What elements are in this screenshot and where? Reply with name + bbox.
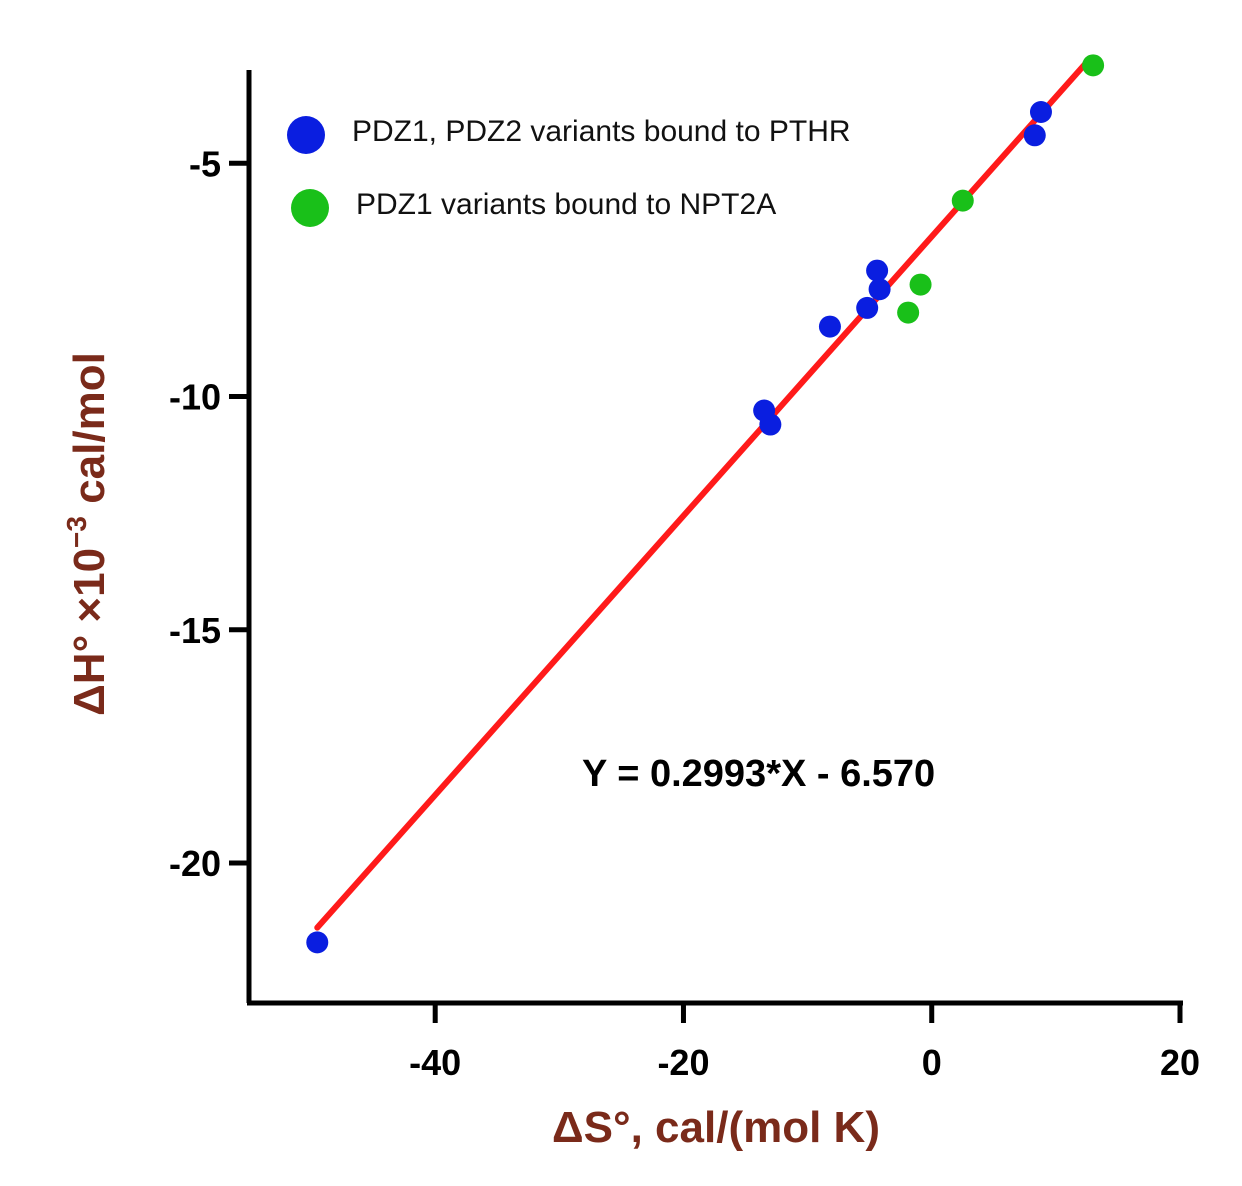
- data-point-s0-3: [868, 278, 891, 301]
- data-point-s1-3: [897, 301, 920, 324]
- data-point-s1-2: [909, 273, 932, 296]
- x-tick-label-0: -40: [409, 1042, 461, 1083]
- x-axis-title: ΔS°, cal/(mol K): [552, 1103, 880, 1152]
- y-tick-label-0: -5: [189, 143, 221, 184]
- data-point-s0-8: [306, 931, 329, 954]
- legend-marker-npt2a: [291, 189, 329, 227]
- legend-label-pthr: PDZ1, PDZ2 variants bound to PTHR: [352, 115, 851, 148]
- data-point-s0-2: [866, 259, 889, 282]
- y-axis-title-unit: cal/mol: [65, 352, 114, 516]
- y-tick-label-3: -20: [169, 843, 221, 884]
- data-point-s1-0: [1082, 54, 1105, 77]
- data-point-s0-5: [818, 315, 841, 338]
- y-axis-title-main: ΔH° ×10: [65, 548, 114, 716]
- y-tick-label-2: -15: [169, 610, 221, 651]
- x-tick-label-3: 20: [1160, 1042, 1200, 1083]
- legend: PDZ1, PDZ2 variants bound to PTHR PDZ1 v…: [287, 115, 851, 227]
- y-axis-title-exponent: −3: [61, 516, 92, 548]
- data-point-s0-7: [759, 413, 782, 436]
- x-tick-label-2: 0: [922, 1042, 942, 1083]
- fit-equation: Y = 0.2993*X - 6.570: [582, 753, 935, 795]
- data-point-s1-1: [951, 189, 974, 212]
- data-point-s0-4: [856, 296, 879, 319]
- legend-marker-pthr: [287, 116, 325, 154]
- y-axis-title: ΔH° ×10−3 cal/mol: [61, 352, 114, 716]
- data-point-s0-1: [1023, 124, 1046, 147]
- data-point-s0-0: [1029, 100, 1052, 123]
- ticks-layer: -40 -20 0 20 -5 -10 -15 -20: [169, 143, 1200, 1083]
- legend-label-npt2a: PDZ1 variants bound to NPT2A: [356, 188, 776, 221]
- points-layer: [306, 54, 1105, 954]
- x-tick-label-1: -20: [657, 1042, 709, 1083]
- y-tick-label-1: -10: [169, 377, 221, 418]
